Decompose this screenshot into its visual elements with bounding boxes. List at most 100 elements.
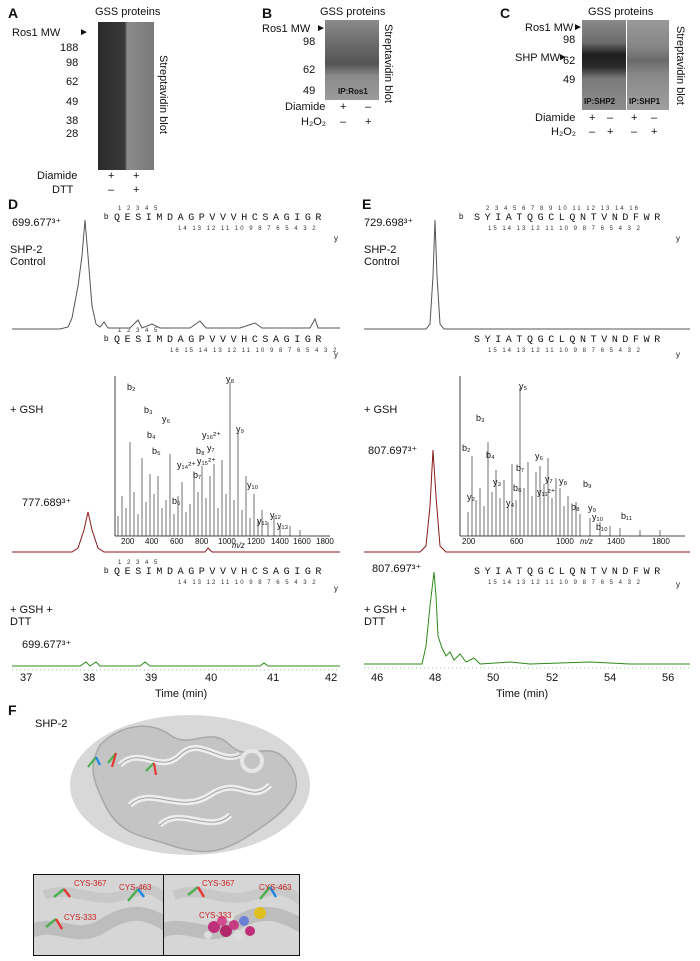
row-label-diamide-b: Diamide [285,101,326,113]
marker-98: 98 [66,57,79,69]
row-label-control: SHP-2 Control [10,244,46,268]
y-numbers: 14 13 12 11 10 9 8 7 6 5 4 3 2 [178,580,318,586]
marker-62-c: 62 [563,55,576,67]
ion-label: y₅ [519,381,528,391]
x-tick: 40 [205,672,218,684]
ion-label: b₇ [516,463,525,473]
cond-val: + [365,116,372,128]
y-label: y [334,350,338,359]
marker-28: 28 [66,128,79,140]
cond-val: + [651,126,658,138]
ms-tick: 1200 [247,537,265,546]
y-numbers: 15 14 13 12 11 10 9 8 7 6 5 4 3 2 [488,580,642,586]
structure-inset-right: CYS-367 CYS-463 CYS-333 [163,874,300,956]
ion-label: y₁₆²⁺ [202,430,221,440]
cond-val: + [340,101,347,113]
panel-letter-f: F [8,702,17,718]
y-numbers: 15 14 13 12 11 10 9 8 7 6 5 4 3 2 [488,348,642,354]
cond-val: + [133,170,140,182]
b-numbers: 1 2 3 4 5 [118,328,160,334]
peak-label-dtt-e: 807.697³⁺ [372,563,422,575]
ms-tick: 1000 [556,537,574,546]
panel-letter-a: A [8,5,19,21]
panel-letter-d: D [8,196,19,212]
trace-dtt [12,661,340,667]
x-tick: 46 [371,672,384,684]
residue-label: CYS-463 [259,883,292,892]
ion-label: y₇ [207,443,215,453]
ip-label-b: IP:Ros1 [338,87,368,96]
x-tick: 41 [267,672,280,684]
peptide-sequence: QESIMDAGPVVVHCSAGIGR [114,335,327,346]
y-numbers: 15 14 13 12 11 10 9 8 7 6 5 4 3 2 [488,226,642,232]
marker-62: 62 [66,76,79,88]
cond-val: – [607,112,614,124]
arrow-icon: ► [79,27,89,38]
row-label-diamide-c: Diamide [535,112,576,124]
b-numbers: 2 3 4 5 6 7 8 9 10 11 12 13 14 16 [486,206,640,212]
panel-letter-b: B [262,5,273,21]
cond-val: – [108,184,115,196]
marker-98-b: 98 [303,36,316,48]
ms-tick: 1800 [316,537,334,546]
protein-structure [70,715,310,855]
blot-b [325,20,379,100]
ion-label: y₁₅²⁺ [197,456,216,466]
ion-label: b₈ [196,446,205,456]
ip-label-shp2: IP:SHP2 [584,97,616,106]
ion-label: b₆ [513,483,522,493]
ms-tick: 200 [462,537,476,546]
ion-label: y₁₀ [247,480,259,490]
residue-label: CYS-333 [64,913,97,922]
b-numbers: 1 2 3 4 5 [118,560,160,566]
ion-label: b₂ [462,443,471,453]
row-label-h2o2-c: H₂O₂ [551,126,577,138]
y-label: y [334,234,338,243]
ion-label: y₇ [545,474,553,484]
b-label: b [459,212,464,221]
ros1-mw-label-b: Ros1 MW [262,23,311,35]
cond-val: + [133,184,140,196]
ion-label: y₈ [226,374,235,384]
marker-98-c: 98 [563,34,576,46]
ms-tick: 1000 [218,537,236,546]
y-numbers: 14 13 12 11 10 9 8 7 6 5 4 3 2 [178,226,318,232]
ion-label: y₈ [559,476,568,486]
marker-49-b: 49 [303,85,316,97]
cond-val: – [589,126,596,138]
x-tick: 38 [83,672,96,684]
y-label: y [676,580,680,589]
row-label-h2o2-b: H₂O₂ [301,116,327,128]
trace-control [12,219,340,330]
ion-label: b₃ [476,413,485,423]
blot-a [98,22,154,170]
ip-label-shp1: IP:SHP1 [629,97,661,106]
ms-spectrum-e [459,376,685,537]
x-tick: 54 [604,672,617,684]
row-label-dtt: + GSH + DTT [10,604,53,628]
ms-tick: 400 [145,537,159,546]
marker-62-b: 62 [303,64,316,76]
arrow-icon: ► [558,52,568,63]
peak-label-gsh: 777.689³⁺ [22,497,72,509]
ms-spectrum-d [114,376,330,537]
cond-val: – [365,101,372,113]
ms-tick: 800 [195,537,209,546]
ms-tick: 200 [121,537,135,546]
cond-val: + [589,112,596,124]
chromatogram-e [364,219,690,669]
residue-label: CYS-463 [119,883,152,892]
ion-label: y₄ [506,498,515,508]
row-label-diamide-a: Diamide [37,170,78,182]
structure-inset-left: CYS-367 CYS-463 CYS-333 [33,874,165,956]
arrow-icon: ► [316,23,326,34]
y-label: y [334,584,338,593]
marker-49: 49 [66,96,79,108]
blot-c-left [582,20,626,110]
ion-label: b₄ [147,430,156,440]
panel-b-title: GSS proteins [320,6,386,18]
protein-label: SHP-2 [35,718,68,730]
ion-label: b₅ [152,446,161,456]
x-tick: 50 [487,672,500,684]
trace-dtt-e [364,571,690,665]
